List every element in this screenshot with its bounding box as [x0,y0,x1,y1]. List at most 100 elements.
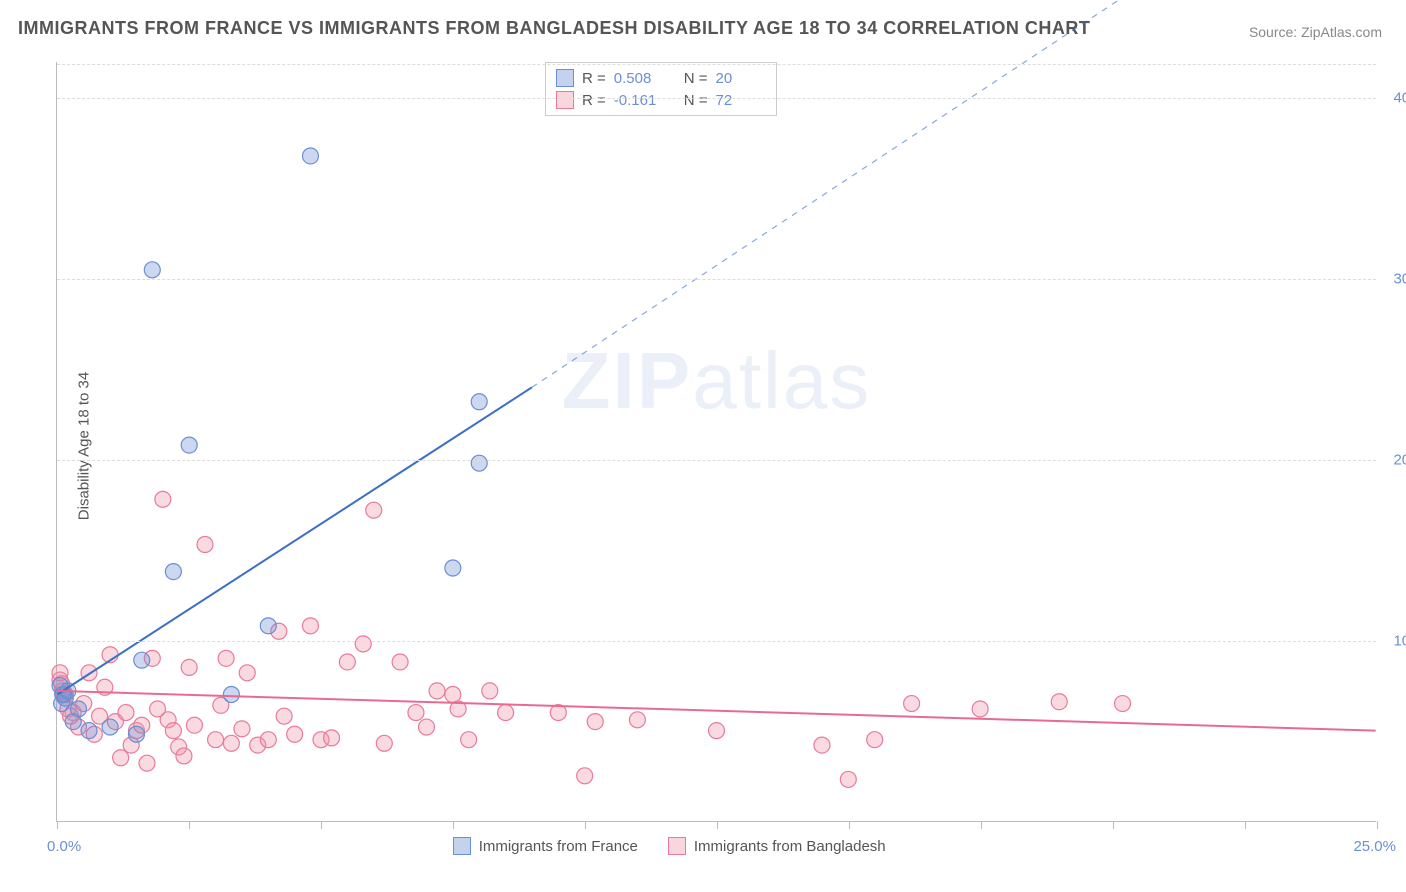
data-point [302,148,318,164]
data-point [239,665,255,681]
data-point [1051,694,1067,710]
gridline [57,641,1376,642]
n-label: N = [684,70,708,87]
data-point [408,705,424,721]
legend-item-france: Immigrants from France [453,837,638,855]
y-tick-label: 10.0% [1381,633,1406,650]
data-point [181,437,197,453]
data-point [445,687,461,703]
data-point [471,455,487,471]
data-point [814,737,830,753]
data-point [186,717,202,733]
data-point [165,564,181,580]
data-point [867,732,883,748]
r-label: R = [582,70,606,87]
data-point [355,636,371,652]
x-tick [981,821,982,829]
y-tick-label: 40.0% [1381,90,1406,107]
swatch-pink-icon [668,837,686,855]
data-point [287,726,303,742]
legend-item-bangladesh: Immigrants from Bangladesh [668,837,886,855]
swatch-blue-icon [453,837,471,855]
legend-row-bangladesh: R = -0.161 N = 72 [556,89,766,111]
x-tick [1113,821,1114,829]
y-tick-label: 20.0% [1381,452,1406,469]
data-point [223,735,239,751]
r-label: R = [582,92,606,109]
swatch-blue-icon [556,69,574,87]
data-point [482,683,498,699]
data-point [218,650,234,666]
data-point [134,652,150,668]
data-point [260,732,276,748]
data-point [155,491,171,507]
n-label: N = [684,92,708,109]
data-point [577,768,593,784]
data-point [366,502,382,518]
x-tick [1377,821,1378,829]
r-value-bangladesh: -0.161 [614,92,664,109]
data-point [118,705,134,721]
data-point [223,687,239,703]
chart-container: IMMIGRANTS FROM FRANCE VS IMMIGRANTS FRO… [0,0,1406,892]
data-point [709,723,725,739]
data-point [276,708,292,724]
data-point [144,262,160,278]
x-tick [453,821,454,829]
data-point [176,748,192,764]
data-point [181,659,197,675]
data-point [429,683,445,699]
data-point [587,714,603,730]
x-tick [585,821,586,829]
data-point [113,750,129,766]
data-point [376,735,392,751]
data-point [1115,696,1131,712]
plot-area: ZIPatlas R = 0.508 N = 20 R = -0.161 N =… [56,62,1376,822]
data-point [81,723,97,739]
scatter-svg [57,62,1376,821]
x-tick [189,821,190,829]
legend-label-bangladesh: Immigrants from Bangladesh [694,838,886,855]
data-point [208,732,224,748]
gridline [57,64,1376,65]
data-point [904,696,920,712]
x-tick [321,821,322,829]
data-point [150,701,166,717]
legend-label-france: Immigrants from France [479,838,638,855]
data-point [54,696,70,712]
source-label: Source: ZipAtlas.com [1249,24,1382,40]
data-point [418,719,434,735]
data-point [139,755,155,771]
data-point [324,730,340,746]
data-point [339,654,355,670]
series-legend: Immigrants from France Immigrants from B… [453,837,886,855]
x-tick [57,821,58,829]
data-point [165,723,181,739]
gridline [57,98,1376,99]
x-tick [849,821,850,829]
data-point [471,394,487,410]
n-value-france: 20 [716,70,766,87]
data-point [629,712,645,728]
data-point [128,726,144,742]
data-point [302,618,318,634]
data-point [461,732,477,748]
data-point [197,537,213,553]
y-tick-label: 30.0% [1381,271,1406,288]
x-axis-max-label: 25.0% [1353,838,1396,855]
data-point [840,771,856,787]
legend-row-france: R = 0.508 N = 20 [556,67,766,89]
x-tick [717,821,718,829]
trend-line-france-dashed [532,0,1244,387]
gridline [57,460,1376,461]
x-tick [1245,821,1246,829]
data-point [260,618,276,634]
data-point [392,654,408,670]
r-value-france: 0.508 [614,70,664,87]
gridline [57,279,1376,280]
correlation-legend: R = 0.508 N = 20 R = -0.161 N = 72 [545,62,777,116]
data-point [102,719,118,735]
n-value-bangladesh: 72 [716,92,766,109]
x-axis-min-label: 0.0% [47,838,81,855]
data-point [498,705,514,721]
